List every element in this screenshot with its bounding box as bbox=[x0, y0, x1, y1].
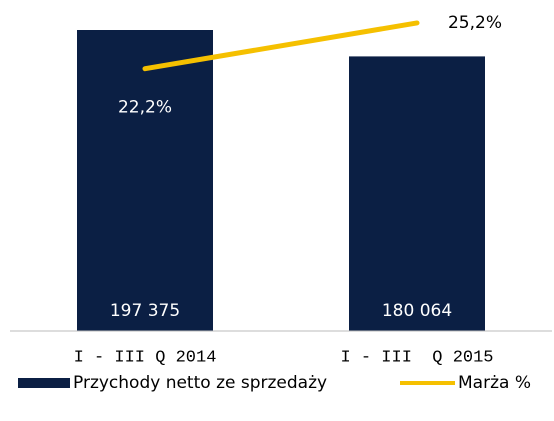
x-tick-label: I - III Q 2015 bbox=[340, 348, 493, 367]
bar bbox=[77, 30, 213, 332]
line-value-label: 22,2% bbox=[118, 98, 172, 118]
legend-label: Marża % bbox=[458, 373, 531, 393]
bar-value-label: 180 064 bbox=[382, 301, 452, 321]
x-tick-label: I - III Q 2014 bbox=[74, 348, 217, 367]
bar bbox=[349, 56, 485, 331]
legend-label: Przychody netto ze sprzedaży bbox=[73, 373, 327, 393]
line-value-label: 25,2% bbox=[448, 13, 502, 33]
legend-swatch bbox=[18, 378, 70, 388]
line bbox=[142, 20, 420, 72]
bar-value-label: 197 375 bbox=[110, 301, 180, 321]
